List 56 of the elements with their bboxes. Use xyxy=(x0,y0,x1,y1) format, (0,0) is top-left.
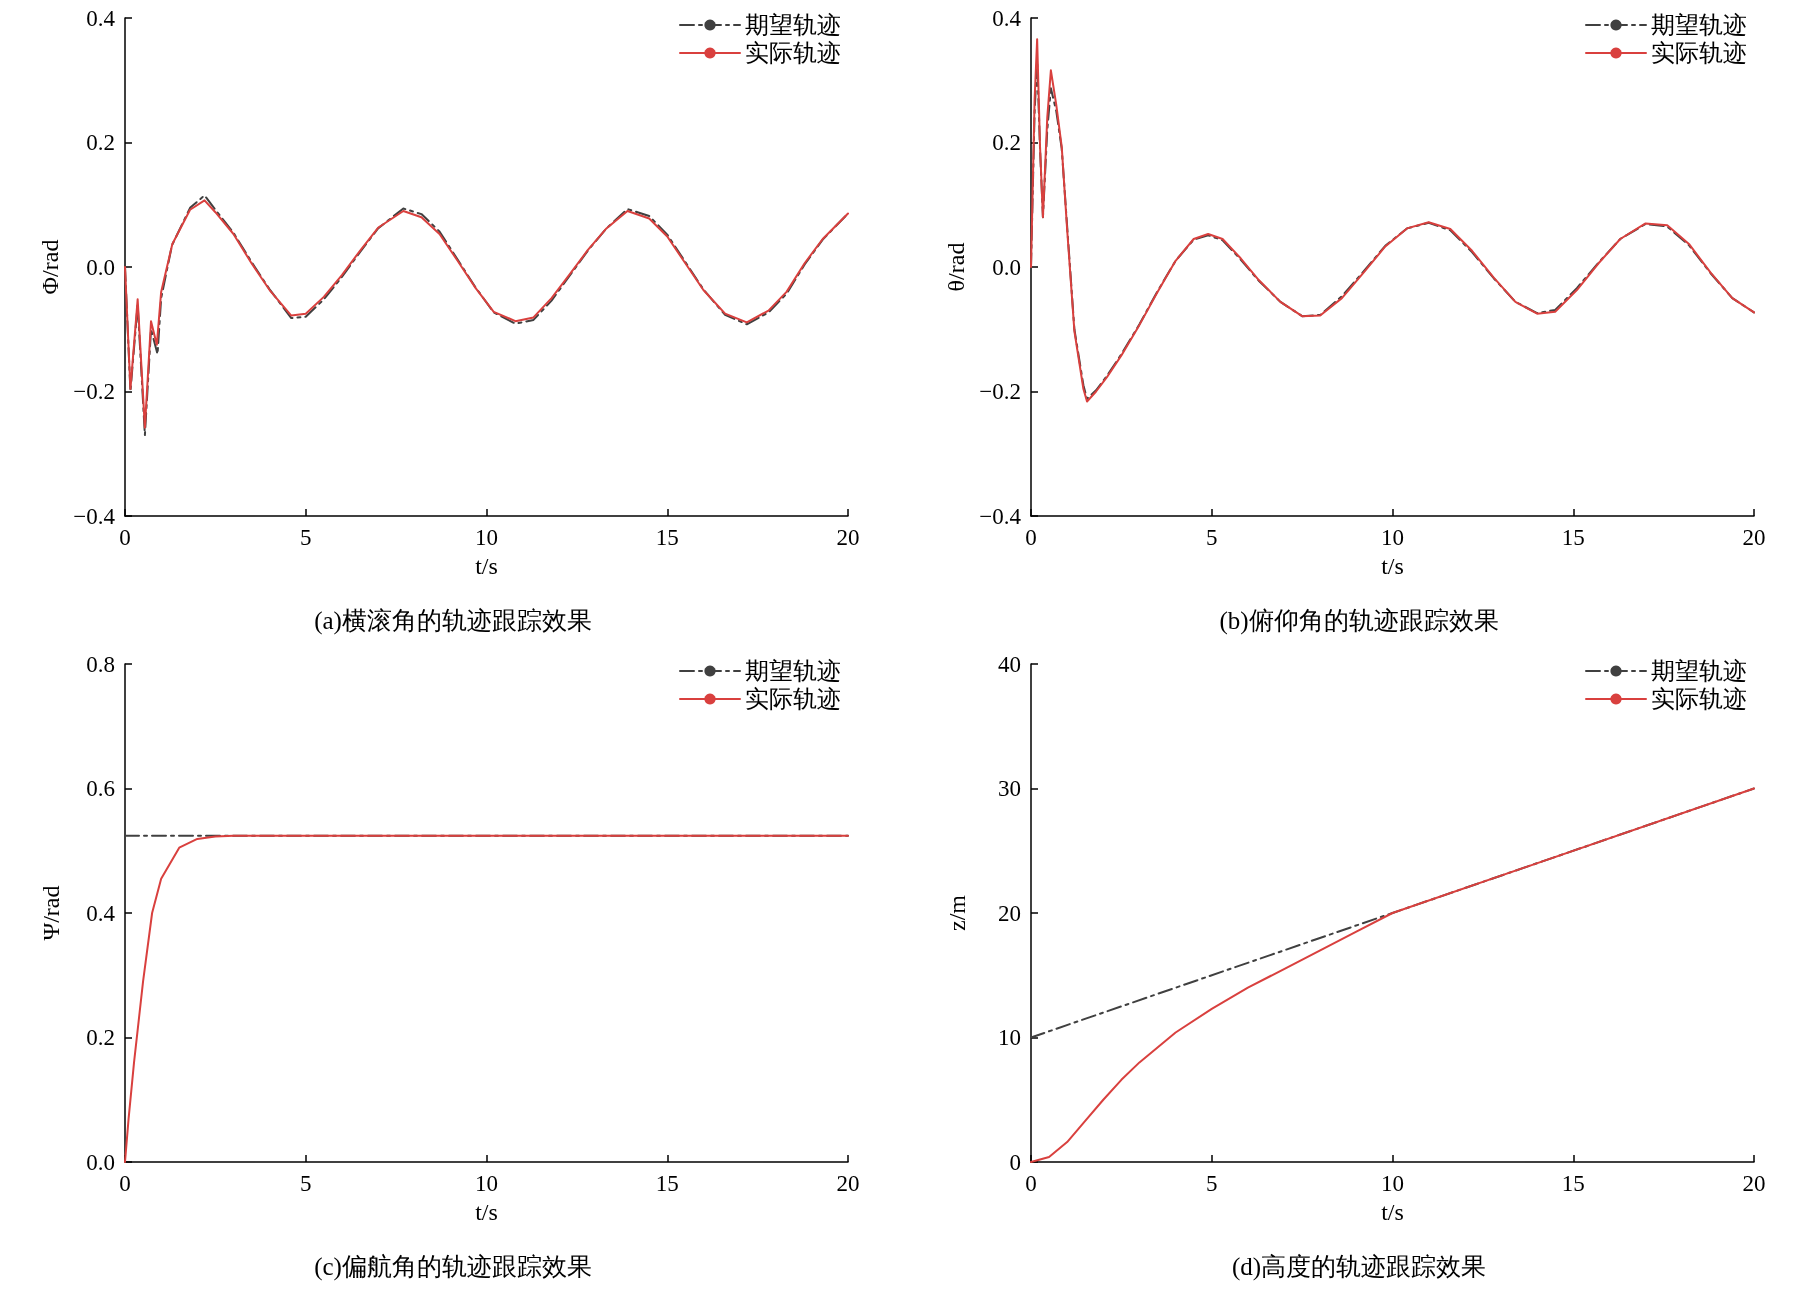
x-tick-label: 15 xyxy=(1561,525,1585,550)
x-tick-label: 10 xyxy=(1381,1171,1404,1196)
legend-label: 期望轨迹 xyxy=(745,657,841,685)
x-tick-label: 5 xyxy=(300,1171,312,1196)
y-tick-label: −0.2 xyxy=(73,379,115,404)
y-tick-label: 10 xyxy=(998,1025,1021,1050)
y-axis-title: θ/rad xyxy=(943,242,970,292)
x-tick-label: 20 xyxy=(1742,1171,1766,1196)
y-tick-label: 0.8 xyxy=(86,651,115,677)
x-tick-label: 10 xyxy=(1381,525,1404,550)
x-tick-label: 5 xyxy=(1206,1171,1218,1196)
y-tick-label: −0.4 xyxy=(73,503,116,529)
legend-label: 期望轨迹 xyxy=(1651,11,1747,39)
y-tick-label: 0 xyxy=(1009,1149,1021,1175)
text: (c)偏航角的轨迹跟踪效果 xyxy=(314,1253,592,1281)
x-tick-label: 10 xyxy=(475,525,498,550)
y-tick-label: 30 xyxy=(998,776,1021,801)
x-axis-title: t/s xyxy=(475,553,498,579)
legend-label: 期望轨迹 xyxy=(1651,657,1747,685)
y-axis-title: Ψ/rad xyxy=(38,885,64,941)
x-tick-label: 15 xyxy=(655,1171,679,1196)
x-axis-title: t/s xyxy=(1381,1199,1404,1225)
x-tick-label: 20 xyxy=(836,525,860,550)
y-tick-label: 20 xyxy=(998,900,1021,926)
legend-label: 实际轨迹 xyxy=(745,39,841,67)
y-axis-title: z/m xyxy=(944,894,970,931)
y-tick-label: −0.4 xyxy=(979,503,1022,529)
legend-label: 期望轨迹 xyxy=(745,11,841,39)
x-tick-label: 20 xyxy=(836,1171,860,1196)
x-tick-label: 15 xyxy=(1561,1171,1585,1196)
text: (a)横滚角的轨迹跟踪效果 xyxy=(314,607,592,635)
text: (d)高度的轨迹跟踪效果 xyxy=(1231,1253,1487,1281)
x-tick-label: 15 xyxy=(655,525,679,550)
x-tick-label: 10 xyxy=(475,1171,498,1196)
y-axis-title: Φ/rad xyxy=(37,239,64,295)
x-tick-label: 5 xyxy=(300,525,312,550)
y-tick-label: 0.4 xyxy=(86,5,116,31)
y-tick-label: 0.6 xyxy=(86,776,115,801)
y-tick-label: 0.0 xyxy=(992,254,1021,280)
text: (b)俯仰角的轨迹跟踪效果 xyxy=(1219,607,1499,635)
y-tick-label: 40 xyxy=(998,651,1021,677)
y-tick-label: 0.2 xyxy=(992,130,1021,155)
y-tick-label: 0.0 xyxy=(86,1149,115,1175)
x-tick-label: 5 xyxy=(1206,525,1218,550)
y-tick-label: 0.4 xyxy=(86,900,116,926)
y-tick-label: 0.0 xyxy=(86,254,115,280)
x-axis-title: t/s xyxy=(1381,553,1404,579)
y-tick-label: 0.2 xyxy=(86,130,115,155)
x-tick-label: 20 xyxy=(1742,525,1766,550)
legend-label: 实际轨迹 xyxy=(1651,685,1747,713)
y-tick-label: 0.4 xyxy=(992,5,1022,31)
y-tick-label: −0.2 xyxy=(979,379,1021,404)
legend-label: 实际轨迹 xyxy=(1651,39,1747,67)
y-tick-label: 0.2 xyxy=(86,1025,115,1050)
legend-label: 实际轨迹 xyxy=(745,685,841,713)
x-axis-title: t/s xyxy=(475,1199,498,1225)
